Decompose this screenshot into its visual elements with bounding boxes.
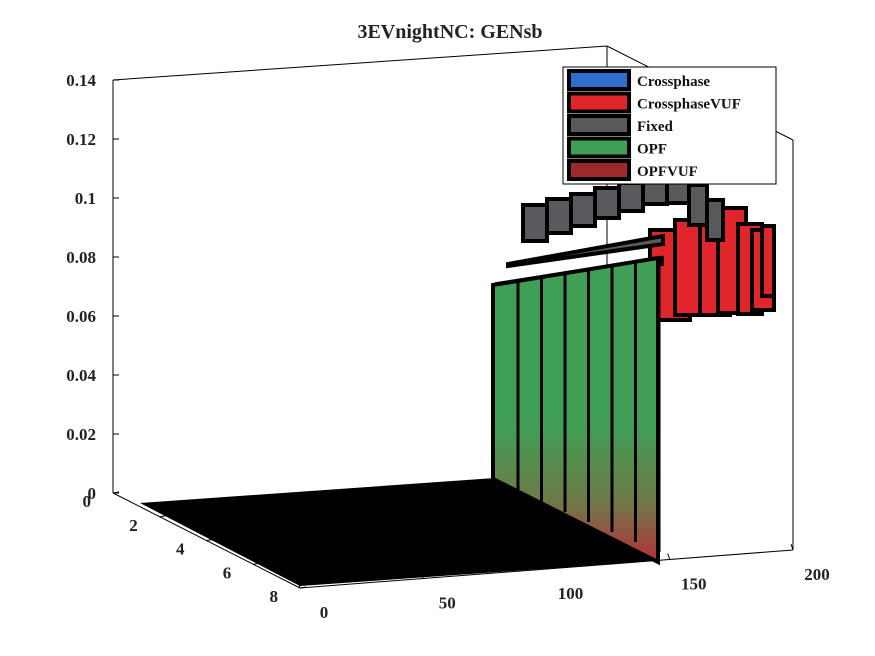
chart-title: 3EVnightNC: GENsb xyxy=(357,21,542,43)
legend-swatch xyxy=(567,114,631,136)
y-tick-label: 8 xyxy=(270,587,279,606)
y-tick-label: 0 xyxy=(83,492,92,511)
fixed-panel xyxy=(705,198,725,242)
legend-label: Crossphase xyxy=(637,74,710,90)
x-tick-label: 100 xyxy=(558,584,584,603)
legend-label: Fixed xyxy=(637,119,673,135)
y-tick-mark xyxy=(299,586,307,589)
y-tick-mark xyxy=(112,491,120,494)
fixed-panel xyxy=(521,203,549,243)
zero-floor-surface xyxy=(140,478,655,586)
fixed-surface xyxy=(521,171,725,243)
legend-swatch xyxy=(567,136,631,159)
x-tick-label: 200 xyxy=(804,565,830,584)
fixed-panel xyxy=(593,186,621,220)
z-tick-label: 0.1 xyxy=(75,189,96,208)
y-tick-label: 4 xyxy=(176,540,185,559)
y-tick-label: 6 xyxy=(223,563,232,582)
fixed-panel xyxy=(687,183,709,227)
z-tick-label: 0.04 xyxy=(66,366,96,385)
z-tick-label: 0.08 xyxy=(66,248,96,267)
x-tick-label: 0 xyxy=(320,603,329,622)
y-tick-label: 2 xyxy=(129,516,138,535)
box-top-left-edge xyxy=(112,45,608,81)
x-tick-mark xyxy=(790,543,794,551)
legend: Crossphase CrossphaseVUF Fixed OPF OPFVUF xyxy=(562,66,777,185)
legend-swatch xyxy=(567,159,631,181)
fixed-panel xyxy=(545,197,573,235)
legend-swatch xyxy=(567,69,631,91)
fixed-panel xyxy=(617,181,645,213)
fixed-strip xyxy=(506,233,665,269)
legend-label: OPFVUF xyxy=(637,164,698,180)
opf-surface-front xyxy=(491,255,660,566)
x-tick-label: 150 xyxy=(681,575,707,594)
opf-rib-lines xyxy=(516,259,661,552)
legend-label: OPF xyxy=(637,142,667,158)
legend-swatch xyxy=(567,91,631,114)
z-tick-label: 0.06 xyxy=(66,307,96,326)
legend-label: CrossphaseVUF xyxy=(637,97,741,113)
z-tick-label: 0.14 xyxy=(66,71,96,90)
y-tick-mark xyxy=(159,515,166,518)
z-tick-label: 0 xyxy=(88,484,97,503)
z-axis-ticks: 0 0.02 0.04 0.06 0.08 0.1 0.12 0.14 xyxy=(66,71,119,503)
crossphasevuf-panel xyxy=(760,224,776,298)
z-tick-label: 0.02 xyxy=(66,425,96,444)
x-tick-mark xyxy=(667,553,671,560)
fixed-panel xyxy=(569,192,597,228)
x-tick-label: 50 xyxy=(439,594,456,613)
z-tick-label: 0.12 xyxy=(66,130,96,149)
surface-group xyxy=(491,171,776,566)
